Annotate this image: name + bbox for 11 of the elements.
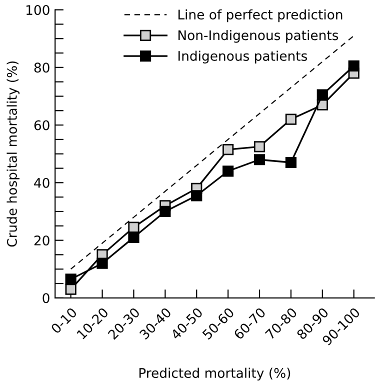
y-tick-label: 0 bbox=[42, 293, 50, 304]
y-tick-label: 20 bbox=[34, 236, 50, 246]
y-tick-label: 80 bbox=[34, 62, 50, 73]
x-axis-title: Predicted mortality (%) bbox=[139, 368, 290, 381]
y-axis-title: Crude hospital mortality (%) bbox=[6, 61, 20, 247]
legend-label: Indigenous patients bbox=[178, 50, 308, 64]
y-tick-label: 100 bbox=[26, 5, 50, 15]
legend-label: Line of perfect prediction bbox=[178, 9, 342, 22]
legend-label: Non-Indigenous patients bbox=[178, 30, 338, 43]
y-tick-label: 60 bbox=[34, 120, 50, 130]
y-tick-label: 40 bbox=[34, 178, 50, 188]
